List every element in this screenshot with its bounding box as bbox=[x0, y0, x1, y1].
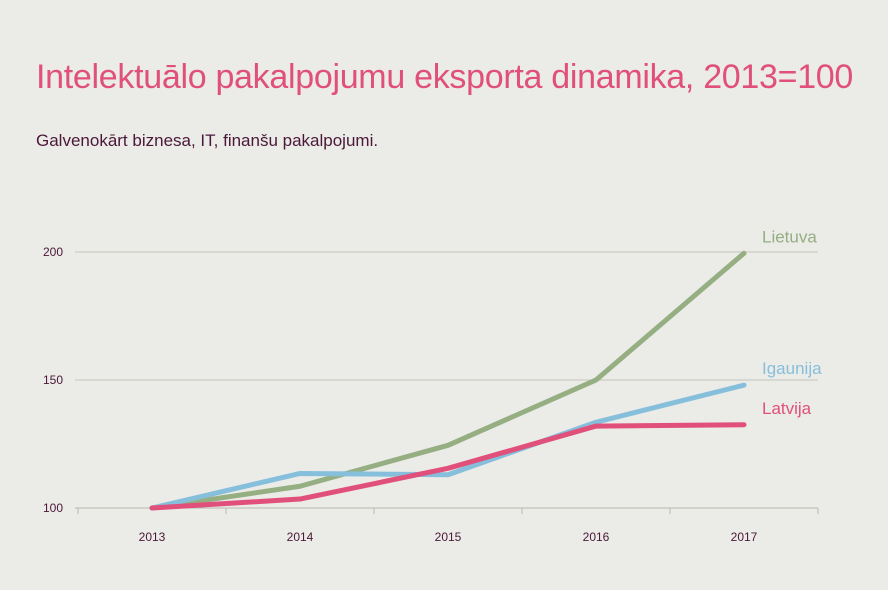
x-tick-label-2013: 2013 bbox=[139, 530, 166, 544]
x-tick-labels: 2013 2014 2015 2016 2017 bbox=[139, 530, 758, 544]
series-line-latvija bbox=[149, 422, 747, 511]
gridlines bbox=[75, 251, 818, 381]
series-lines bbox=[149, 250, 747, 511]
series-label-latvija: Latvija bbox=[762, 399, 812, 418]
y-tick-label-200: 200 bbox=[43, 245, 63, 259]
y-tick-label-150: 150 bbox=[43, 373, 63, 387]
x-tick-label-2017: 2017 bbox=[731, 530, 758, 544]
x-axis bbox=[75, 507, 819, 514]
series-line-lietuva bbox=[149, 250, 747, 511]
chart-title: Intelektuālo pakalpojumu eksporta dinami… bbox=[36, 58, 854, 96]
y-axis: 100 150 200 bbox=[43, 245, 63, 515]
chart-subtitle: Galvenokārt biznesa, IT, finanšu pakalpo… bbox=[36, 131, 379, 150]
x-tick-label-2015: 2015 bbox=[435, 530, 462, 544]
x-tick-label-2016: 2016 bbox=[583, 530, 610, 544]
series-labels: Lietuva Igaunija Latvija bbox=[762, 227, 822, 418]
series-line-igaunija bbox=[149, 382, 747, 511]
series-label-igaunija: Igaunija bbox=[762, 359, 822, 378]
series-label-lietuva: Lietuva bbox=[762, 227, 817, 246]
x-tick-label-2014: 2014 bbox=[287, 530, 314, 544]
y-tick-label-100: 100 bbox=[43, 501, 63, 515]
